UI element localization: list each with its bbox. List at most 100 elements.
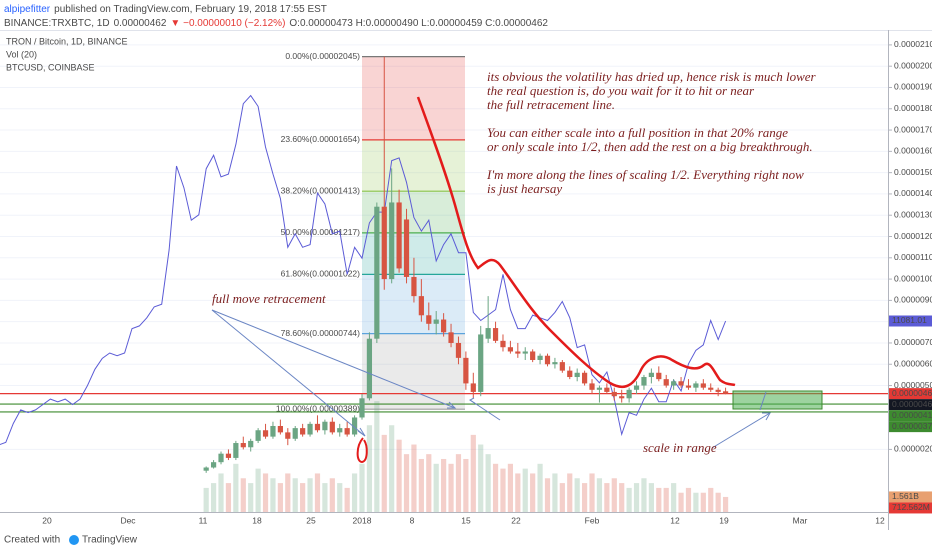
candle-body	[396, 202, 402, 269]
candle-body	[300, 428, 306, 435]
volume-bar	[641, 478, 647, 512]
candle-body	[255, 430, 261, 441]
volume-bar	[700, 492, 706, 512]
candle-body	[270, 425, 276, 437]
annotation: the full retracement line.	[487, 97, 615, 112]
volume-bar	[455, 454, 462, 512]
annotation: full move retracement	[212, 291, 326, 306]
volume-bar	[389, 425, 395, 512]
price-marker	[889, 421, 932, 433]
candle-body	[418, 296, 424, 316]
price-marker	[889, 491, 932, 503]
candle-body	[582, 372, 588, 384]
candle-body	[633, 385, 640, 390]
volume-bar	[500, 468, 506, 512]
volume-bar	[351, 473, 358, 512]
candle-body	[351, 417, 358, 435]
candle-body	[515, 351, 521, 354]
legend: TRON / Bitcoin, 1D, BINANCE Vol (20) BTCUS…	[6, 36, 128, 72]
header-line: alpipefitter published on TradingView.com…	[4, 4, 327, 15]
price-marker-label: 11081.01	[892, 315, 927, 325]
volume-bar	[663, 487, 669, 512]
candle-body	[700, 383, 706, 388]
volume-bar	[285, 473, 291, 512]
candle-body	[470, 383, 476, 392]
volume-bar	[277, 483, 283, 512]
change: ▼ −0.00000010 (−2.12%)	[170, 18, 285, 29]
volume-bar	[307, 478, 313, 512]
volume-bar	[596, 478, 603, 512]
volume-bar	[329, 478, 335, 512]
x-tick-label: 20	[42, 515, 52, 525]
candle-body	[552, 362, 558, 365]
logo	[69, 535, 79, 545]
candle-body	[507, 347, 513, 352]
volume-bar	[604, 483, 610, 512]
drawings	[211, 96, 823, 464]
candle-body	[648, 372, 654, 378]
candle-body	[292, 428, 298, 439]
candle-body	[329, 421, 335, 433]
candle-body	[337, 428, 343, 433]
volume-bar	[619, 483, 625, 512]
author[interactable]: alpipefitter	[4, 4, 51, 15]
plot	[0, 56, 888, 473]
volume-bar	[685, 487, 692, 512]
volume-bar	[359, 463, 365, 512]
y-tick-label: 0.00000200	[894, 444, 932, 454]
candle-body	[530, 351, 536, 360]
annotation: the real question is, do you wait for it…	[487, 83, 755, 98]
x-tick-label: 2018	[353, 515, 372, 525]
volume-bar	[411, 444, 417, 512]
volume-bar	[292, 478, 298, 512]
price-marker-label: 0.00000376	[892, 421, 932, 431]
symbol-line: BINANCE:TRXBTC, 1D 0.00000462 ▼ −0.0000001…	[4, 18, 548, 29]
volume-bar	[708, 487, 714, 512]
candle-body	[344, 428, 350, 435]
volume-bar	[722, 496, 729, 512]
volume-bar	[211, 483, 217, 512]
brand[interactable]: TradingView	[82, 535, 138, 546]
volume-bar	[715, 492, 721, 512]
volume-bar	[225, 483, 232, 512]
volume-bar	[366, 425, 373, 512]
candle-body	[285, 432, 291, 439]
candle-body	[262, 430, 269, 437]
legend-entry: BTCUSD, COINBASE	[6, 62, 95, 72]
volume-bar	[344, 487, 350, 512]
x-tick-label: Feb	[585, 515, 600, 525]
candle-body	[374, 206, 380, 339]
candle-body	[485, 328, 491, 339]
annotation: I'm more along the lines of scaling 1/2.…	[486, 167, 804, 182]
candle-body	[411, 276, 417, 297]
volume-bar	[671, 483, 677, 512]
volume	[203, 401, 729, 512]
price-marker	[889, 388, 932, 400]
volume-bar	[567, 473, 573, 512]
volume-bar	[626, 487, 632, 512]
candle-body	[366, 338, 373, 399]
x-tick-label: Mar	[793, 515, 808, 525]
candle-body	[544, 355, 551, 365]
candle-body	[715, 389, 721, 392]
volume-bar	[255, 468, 261, 512]
candle-body	[403, 219, 410, 277]
annotation: You can either scale into a full positio…	[487, 125, 788, 140]
candle-body	[589, 383, 595, 390]
published: published on TradingView.com, February 1…	[54, 4, 327, 15]
candle-body	[619, 396, 625, 399]
candle-body	[559, 362, 565, 371]
candle-body	[693, 383, 699, 388]
volume-bar	[418, 458, 424, 512]
annotation: its obvious the volatility has dried up,…	[487, 69, 817, 84]
x-tick-label: 22	[511, 515, 521, 525]
